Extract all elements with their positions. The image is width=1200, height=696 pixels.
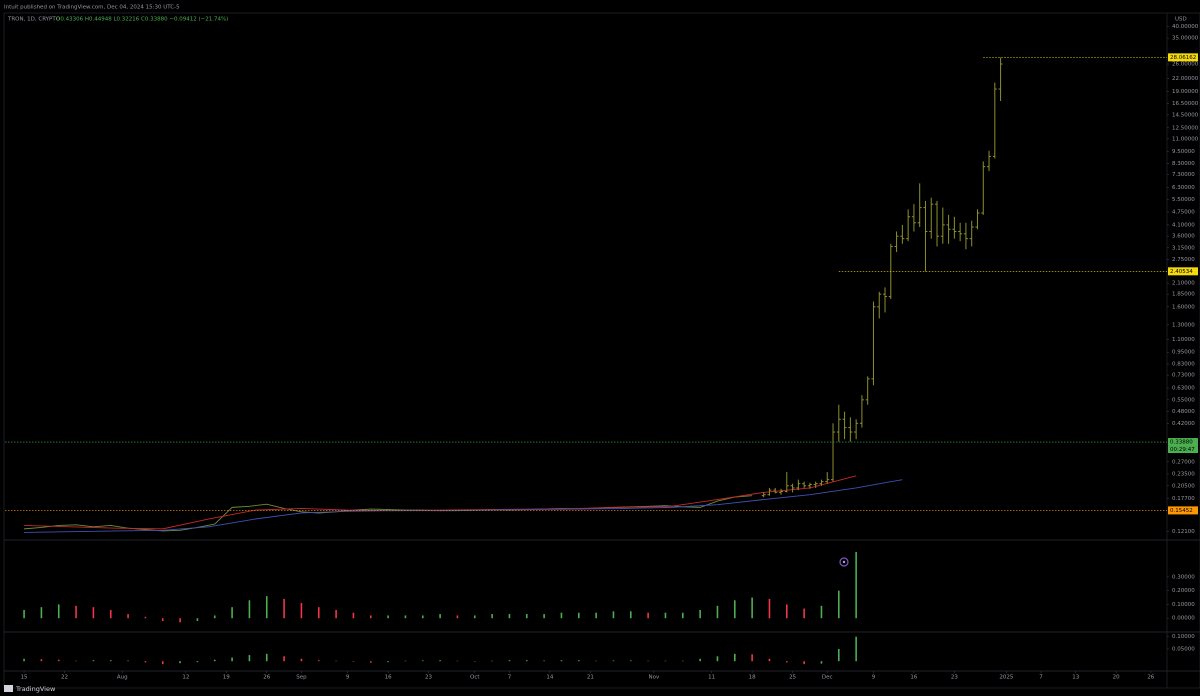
chart-frame [3, 12, 1200, 689]
price-level-tag [1168, 438, 1198, 447]
y-tick-label: 26.00000 [1172, 61, 1199, 67]
brand-logo [4, 685, 13, 692]
x-tick-label: 14 [546, 675, 553, 681]
ohlc-legend: O0.43306 H0.44948 L0.32216 C0.33880 −0.0… [56, 17, 228, 23]
y-tick-label: 0.10000 [1172, 634, 1195, 640]
y-tick-label: 19.00000 [1172, 89, 1199, 95]
x-tick-label: 7 [1039, 675, 1043, 681]
price-level-tag [1168, 506, 1198, 515]
event-marker-dot [842, 560, 846, 564]
y-tick-label: 0.20000 [1172, 588, 1195, 594]
y-tick-label: 8.30000 [1172, 161, 1195, 167]
y-tick-label: 3.15000 [1172, 245, 1195, 251]
y-tick-label: 0.12100 [1172, 529, 1195, 535]
y-tick-label: 2.75000 [1172, 257, 1195, 263]
symbol-label: TRON, 1D, CRYPTO [7, 17, 61, 23]
y-tick-label: 1.60000 [1172, 304, 1195, 310]
y-tick-label: 12.50000 [1172, 125, 1199, 131]
price-line-series [24, 479, 903, 533]
countdown-label: 00:29:47 [1170, 447, 1195, 453]
x-tick-label: Dec [822, 675, 833, 681]
y-tick-label: 0.05000 [1172, 646, 1195, 652]
y-tick-label: 4.10000 [1172, 222, 1195, 228]
y-tick-label: 2.10000 [1172, 281, 1195, 287]
x-tick-label: 20 [1113, 675, 1120, 681]
x-tick-label: 11 [708, 675, 715, 681]
y-tick-label: 7.30000 [1172, 172, 1195, 178]
x-tick-label: 23 [951, 675, 958, 681]
y-tick-label: 0.63000 [1172, 386, 1195, 392]
x-tick-label: Nov [649, 675, 660, 681]
x-tick-label: 22 [61, 675, 68, 681]
x-tick-label: 15 [21, 675, 28, 681]
y-tick-label: 4.75000 [1172, 210, 1195, 216]
price-level-label: 0.15452 [1170, 508, 1193, 514]
y-tick-label: 0.30000 [1172, 574, 1195, 580]
x-tick-label: 16 [910, 675, 917, 681]
y-tick-label: 0.00000 [1172, 616, 1195, 622]
y-tick-label: 1.30000 [1172, 322, 1195, 328]
y-tick-label: 0.73000 [1172, 373, 1195, 379]
y-tick-label: 0.48000 [1172, 409, 1195, 415]
countdown-tag [1168, 446, 1198, 454]
x-tick-label: 19 [223, 675, 230, 681]
x-tick-label: 13 [1072, 675, 1079, 681]
y-tick-label: 11.00000 [1172, 136, 1199, 142]
x-tick-label: Oct [470, 675, 480, 681]
y-tick-label: 0.42000 [1172, 421, 1195, 427]
y-tick-label: 0.95000 [1172, 350, 1195, 356]
x-tick-label: 2025 [999, 675, 1013, 681]
y-tick-label: 3.60000 [1172, 234, 1195, 240]
x-tick-label: 25 [789, 675, 796, 681]
y-tick-label: 0.55000 [1172, 397, 1195, 403]
y-tick-label: 5.50000 [1172, 197, 1195, 203]
y-tick-label: 40.00000 [1172, 24, 1199, 30]
y-tick-label: 9.50000 [1172, 149, 1195, 155]
x-tick-label: 26 [263, 675, 270, 681]
price-level-tag [1168, 267, 1198, 276]
x-tick-label: 21 [587, 675, 594, 681]
x-tick-label: Sep [296, 675, 307, 681]
x-tick-label: 7 [508, 675, 512, 681]
x-tick-label: 9 [346, 675, 350, 681]
price-level-label: 0.33880 [1170, 440, 1193, 446]
x-tick-label: 26 [1147, 675, 1154, 681]
x-tick-label: 9 [872, 675, 876, 681]
y-tick-label: 0.27000 [1172, 459, 1195, 465]
brand-name: TradingView [15, 685, 56, 693]
x-tick-label: Aug [117, 675, 128, 681]
price-level-tag [1168, 53, 1198, 62]
y-tick-label: 1.85000 [1172, 292, 1195, 298]
x-tick-label: 18 [749, 675, 756, 681]
y-tick-label: 6.30000 [1172, 185, 1195, 191]
currency-label: USD [1175, 17, 1187, 23]
y-tick-label: 0.83000 [1172, 361, 1195, 367]
publisher-note: Intuit published on TradingView.com, Dec… [4, 5, 180, 11]
x-tick-label: 23 [425, 675, 432, 681]
event-marker[interactable] [839, 557, 849, 567]
y-tick-label: 14.50000 [1172, 112, 1199, 118]
y-tick-label: 0.10000 [1172, 602, 1195, 608]
y-tick-label: 16.50000 [1172, 101, 1199, 107]
y-tick-label: 35.00000 [1172, 36, 1199, 42]
x-tick-label: 12 [182, 675, 189, 681]
price-level-label: 28.06162 [1170, 55, 1196, 61]
y-tick-label: 0.20500 [1172, 483, 1195, 489]
x-tick-label: 16 [385, 675, 392, 681]
y-tick-label: 0.17700 [1172, 496, 1195, 502]
y-tick-label: 1.10000 [1172, 337, 1195, 343]
price-level-label: 2.40534 [1170, 269, 1193, 275]
y-tick-label: 0.23500 [1172, 471, 1195, 477]
y-tick-label: 22.00000 [1172, 76, 1199, 82]
